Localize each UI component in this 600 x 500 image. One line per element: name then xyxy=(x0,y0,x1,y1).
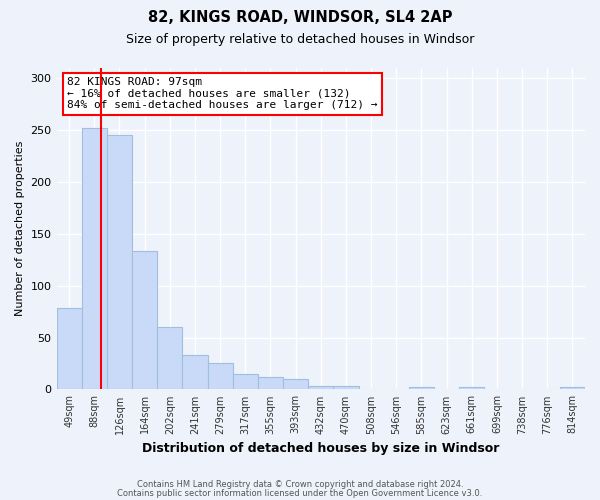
Bar xyxy=(409,388,434,390)
Bar xyxy=(334,386,359,390)
Bar xyxy=(107,135,132,390)
Bar xyxy=(56,308,82,390)
X-axis label: Distribution of detached houses by size in Windsor: Distribution of detached houses by size … xyxy=(142,442,499,455)
Text: Contains HM Land Registry data © Crown copyright and database right 2024.: Contains HM Land Registry data © Crown c… xyxy=(137,480,463,489)
Bar xyxy=(258,377,283,390)
Bar xyxy=(182,355,208,390)
Bar xyxy=(82,128,107,390)
Text: 82 KINGS ROAD: 97sqm
← 16% of detached houses are smaller (132)
84% of semi-deta: 82 KINGS ROAD: 97sqm ← 16% of detached h… xyxy=(67,77,377,110)
Bar xyxy=(157,327,182,390)
Bar xyxy=(308,386,334,390)
Bar xyxy=(208,364,233,390)
Bar xyxy=(459,388,484,390)
Y-axis label: Number of detached properties: Number of detached properties xyxy=(15,141,25,316)
Text: 82, KINGS ROAD, WINDSOR, SL4 2AP: 82, KINGS ROAD, WINDSOR, SL4 2AP xyxy=(148,10,452,25)
Text: Size of property relative to detached houses in Windsor: Size of property relative to detached ho… xyxy=(126,32,474,46)
Text: Contains public sector information licensed under the Open Government Licence v3: Contains public sector information licen… xyxy=(118,488,482,498)
Bar xyxy=(283,379,308,390)
Bar xyxy=(132,252,157,390)
Bar xyxy=(233,374,258,390)
Bar xyxy=(560,388,585,390)
